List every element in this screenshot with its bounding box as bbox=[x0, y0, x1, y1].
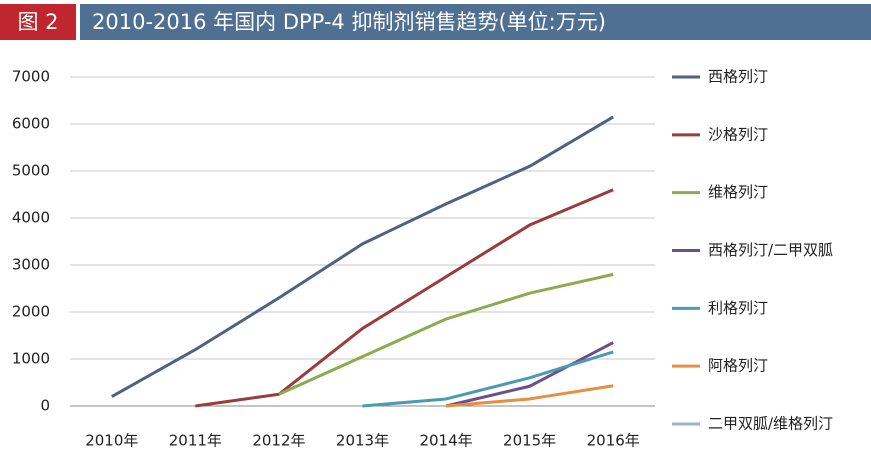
series-line bbox=[278, 272, 614, 396]
x-tick-label: 2011年 bbox=[169, 432, 222, 450]
legend-label: 西格列汀 bbox=[708, 68, 768, 86]
legend-label: 利格列汀 bbox=[708, 299, 768, 317]
x-tick-label: 2013年 bbox=[336, 432, 389, 450]
legend-label: 西格列汀/二甲双胍 bbox=[708, 241, 833, 259]
x-tick-label: 2010年 bbox=[85, 432, 138, 450]
legend-label: 二甲双胍/维格列汀 bbox=[708, 415, 833, 433]
legend-label: 沙格列汀 bbox=[708, 125, 768, 143]
figure-label: 图 2 bbox=[17, 10, 58, 34]
chart-title: 2010-2016 年国内 DPP-4 抑制剂销售趋势(单位:万元) bbox=[92, 10, 606, 34]
series-line bbox=[362, 350, 614, 408]
x-tick-label: 2016年 bbox=[587, 432, 640, 450]
label-box bbox=[0, 4, 76, 40]
title-banner bbox=[80, 4, 871, 40]
y-tick-label: 3000 bbox=[12, 256, 50, 274]
y-tick-label: 7000 bbox=[12, 68, 50, 86]
y-tick-label: 1000 bbox=[12, 350, 50, 368]
legend-label: 维格列汀 bbox=[708, 183, 768, 201]
series-line bbox=[111, 115, 614, 398]
y-tick-label: 4000 bbox=[12, 209, 50, 227]
y-tick-label: 2000 bbox=[12, 303, 50, 321]
x-tick-label: 2015年 bbox=[503, 432, 556, 450]
x-tick-label: 2012年 bbox=[252, 432, 305, 450]
y-tick-label: 6000 bbox=[12, 115, 50, 133]
series-line bbox=[195, 188, 614, 408]
legend-label: 阿格列汀 bbox=[708, 357, 768, 375]
series-line bbox=[445, 341, 614, 408]
series-line bbox=[445, 384, 614, 408]
y-tick-label: 0 bbox=[40, 397, 50, 415]
x-tick-label: 2014年 bbox=[419, 432, 472, 450]
y-tick-label: 5000 bbox=[12, 162, 50, 180]
